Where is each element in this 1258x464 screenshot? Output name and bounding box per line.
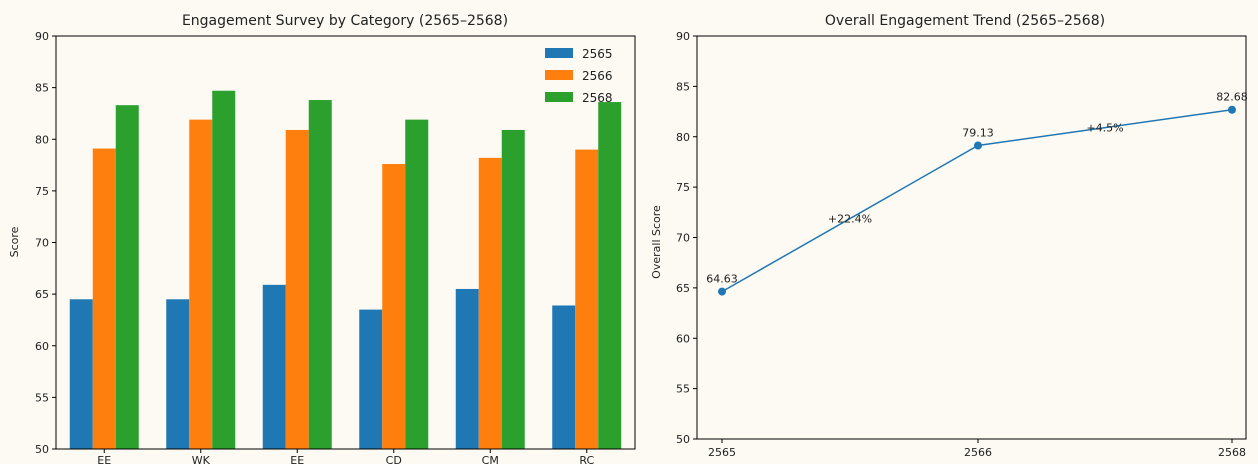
trend-point (974, 141, 982, 150)
x-tick-label: EE (97, 454, 111, 464)
x-tick-label: 2565 (708, 446, 736, 459)
y-tick-label: 85 (35, 82, 49, 95)
y-tick-label: 60 (676, 332, 690, 345)
y-tick-label: 60 (35, 340, 49, 353)
y-tick-label: 65 (35, 288, 49, 301)
bar-2568 (598, 102, 622, 449)
trend-point (718, 287, 726, 296)
line-chart-y-label: Overall Score (650, 205, 663, 279)
line-chart-frame (696, 35, 1247, 440)
bar-chart-frame (55, 35, 636, 450)
bar-2566 (189, 119, 213, 449)
legend-swatch-2568 (545, 92, 573, 102)
change-label: +22.4% (828, 213, 872, 226)
bar-2566 (575, 149, 599, 449)
x-tick-label: EE (290, 454, 304, 464)
legend-label-2566: 2566 (582, 69, 613, 83)
line-chart-panel: Overall Engagement Trend (2565–2568) Ove… (650, 13, 1248, 459)
y-tick-label: 65 (676, 282, 690, 295)
legend-swatch-2566 (545, 70, 573, 80)
y-tick-label: 70 (676, 232, 690, 245)
x-tick-label: CM (482, 454, 499, 464)
bar-2568 (308, 100, 332, 449)
bar-2566 (478, 157, 502, 449)
y-tick-label: 75 (676, 181, 690, 194)
y-tick-label: 90 (35, 30, 49, 43)
bar-chart-y-label: Score (8, 226, 21, 257)
bar-2565 (262, 284, 286, 449)
y-tick-label: 90 (676, 30, 690, 43)
y-tick-label: 80 (676, 131, 690, 144)
legend-swatch-2565 (545, 48, 573, 58)
x-tick-label: 2568 (1218, 446, 1246, 459)
x-tick-label: 2566 (964, 446, 992, 459)
bar-2568 (115, 105, 139, 450)
change-label: +4.5% (1086, 122, 1123, 135)
bar-2566 (92, 148, 116, 450)
y-tick-label: 55 (35, 391, 49, 404)
point-value-label: 79.13 (962, 127, 994, 140)
bar-2566 (382, 164, 406, 449)
legend-label-2565: 2565 (582, 47, 613, 61)
bar-chart-legend: 2565 2566 2568 (545, 47, 613, 105)
y-tick-label: 85 (676, 80, 690, 93)
x-tick-label: WK (192, 454, 211, 464)
bar-2568 (501, 129, 525, 449)
bar-2565 (166, 299, 190, 449)
bar-plot-area: 50 55 60 65 70 75 80 85 90 EE WK EE CD CM RC (35, 30, 622, 464)
bar-chart-panel: Engagement Survey by Category (2565–2568… (8, 13, 636, 464)
bar-2565 (359, 309, 383, 449)
point-value-label: 64.63 (706, 273, 738, 286)
y-tick-label: 70 (35, 237, 49, 250)
line-plot-area: 50 55 60 65 70 75 80 85 90 2565 2566 2568 64.63 79.13… (676, 30, 1248, 459)
bar-chart-title: Engagement Survey by Category (2565–2568… (182, 13, 508, 29)
y-tick-label: 80 (35, 133, 49, 146)
point-value-label: 82.68 (1216, 91, 1248, 104)
y-tick-label: 55 (676, 383, 690, 396)
bar-2566 (285, 129, 309, 449)
trend-point (1228, 105, 1236, 114)
legend-label-2568: 2568 (582, 91, 613, 105)
bar-2565 (455, 288, 479, 449)
x-tick-label: CD (386, 454, 402, 464)
x-tick-label: RC (579, 454, 594, 464)
y-tick-label: 50 (35, 443, 49, 456)
bar-2565 (69, 299, 93, 449)
bar-2568 (405, 119, 429, 449)
bar-2568 (212, 90, 236, 449)
y-tick-label: 75 (35, 185, 49, 198)
bar-2565 (552, 305, 576, 449)
line-chart-title: Overall Engagement Trend (2565–2568) (825, 13, 1105, 29)
y-tick-label: 50 (676, 433, 690, 446)
